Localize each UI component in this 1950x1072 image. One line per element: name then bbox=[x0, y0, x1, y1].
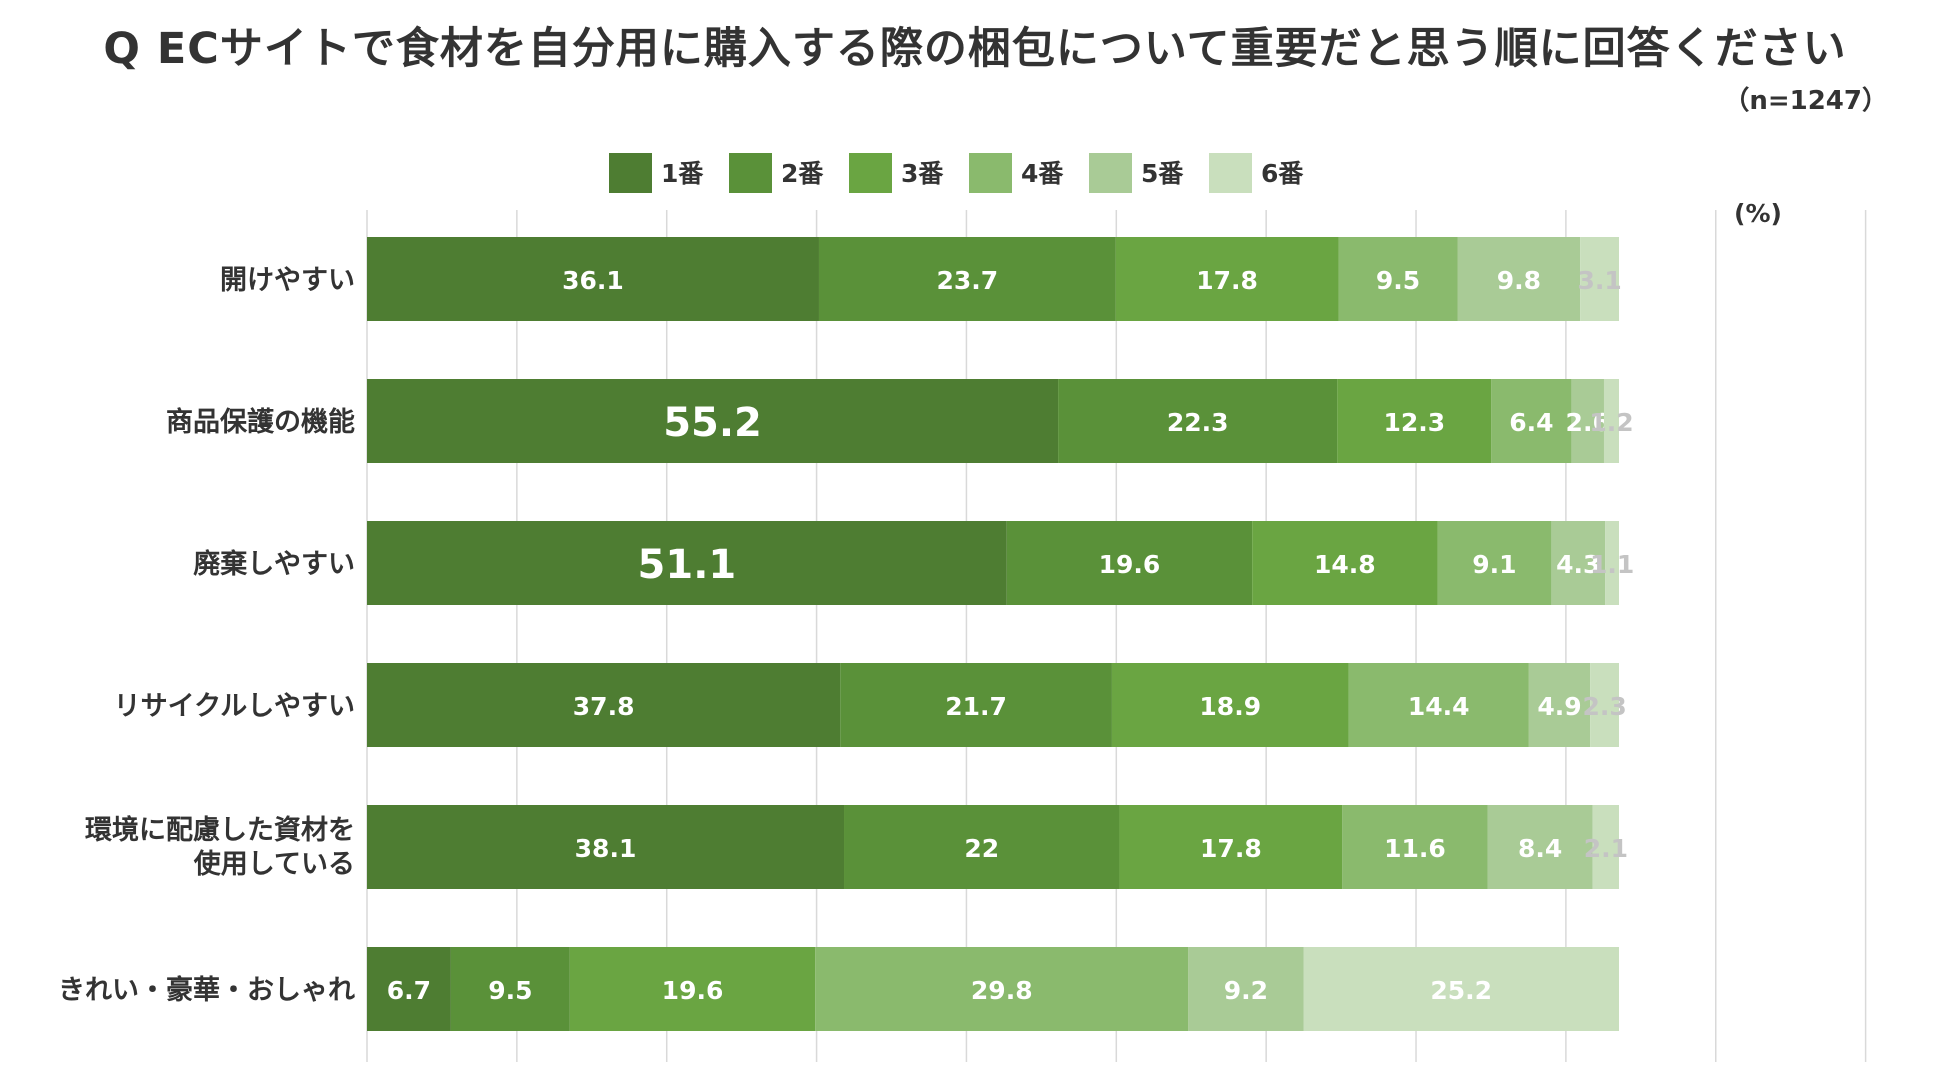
legend-swatch bbox=[729, 153, 772, 193]
bar-segment bbox=[1348, 663, 1529, 747]
bar-segment bbox=[1188, 947, 1304, 1031]
category-label: リサイクルしやすい bbox=[114, 691, 355, 722]
bar-segment bbox=[367, 379, 1059, 463]
category-label-line: 環境に配慮した資材を bbox=[85, 815, 355, 846]
bar-segment bbox=[1119, 805, 1343, 889]
data-label: 1.2 bbox=[1589, 408, 1633, 437]
data-label: 37.8 bbox=[573, 692, 635, 721]
bar-segment bbox=[840, 663, 1112, 747]
data-label: 2.3 bbox=[1582, 692, 1626, 721]
legend-swatch bbox=[849, 153, 892, 193]
data-label: 9.5 bbox=[488, 976, 532, 1005]
data-label: 8.4 bbox=[1518, 834, 1562, 863]
bar-segment bbox=[367, 521, 1007, 605]
data-label: 2.6 bbox=[1566, 408, 1610, 437]
data-label: 51.1 bbox=[638, 542, 737, 588]
legend-swatch bbox=[969, 153, 1012, 193]
data-label: 17.8 bbox=[1200, 834, 1262, 863]
bar-segment bbox=[367, 663, 841, 747]
bar-segment bbox=[1342, 805, 1488, 889]
category-label-line: 使用している bbox=[193, 849, 355, 880]
bar-segment bbox=[815, 947, 1189, 1031]
legend-label: 5番 bbox=[1141, 159, 1184, 188]
data-label: 9.8 bbox=[1497, 266, 1541, 295]
bar-segment bbox=[1252, 521, 1438, 605]
category-label: きれい・豪華・おしゃれ bbox=[58, 974, 355, 1006]
bar-segment bbox=[1491, 379, 1572, 463]
legend-label: 3番 bbox=[901, 159, 944, 188]
bar-segment bbox=[1058, 379, 1338, 463]
data-label: 11.6 bbox=[1384, 834, 1446, 863]
bar-segment bbox=[1111, 663, 1349, 747]
bar-segment bbox=[1592, 805, 1619, 889]
data-label: 19.6 bbox=[1099, 550, 1161, 579]
data-label: 18.9 bbox=[1199, 692, 1261, 721]
data-label: 9.1 bbox=[1472, 550, 1516, 579]
bar-segment bbox=[1605, 521, 1619, 605]
bar-segment bbox=[569, 947, 816, 1031]
data-label: 38.1 bbox=[575, 834, 637, 863]
legend-label: 1番 bbox=[661, 159, 704, 188]
data-label: 22 bbox=[964, 834, 999, 863]
data-label: 23.7 bbox=[936, 266, 998, 295]
bar-segment bbox=[818, 237, 1116, 321]
data-label: 29.8 bbox=[971, 976, 1033, 1005]
bar-segment bbox=[1115, 237, 1339, 321]
bar-segment bbox=[367, 947, 451, 1031]
chart-title: Q ECサイトで食材を自分用に購入する際の梱包について重要だと思う順に回答くださ… bbox=[103, 24, 1847, 74]
category-label: 廃棄しやすい bbox=[193, 548, 355, 580]
data-label: 3.1 bbox=[1577, 266, 1621, 295]
bar-segment bbox=[1487, 805, 1593, 889]
bar-segment bbox=[1303, 947, 1619, 1031]
data-label: 6.4 bbox=[1509, 408, 1553, 437]
legend-label: 4番 bbox=[1021, 159, 1064, 188]
bar-segment bbox=[367, 237, 819, 321]
data-label: 21.7 bbox=[945, 692, 1007, 721]
data-label: 4.3 bbox=[1556, 550, 1600, 579]
data-label: 12.3 bbox=[1383, 408, 1445, 437]
bar-segment bbox=[1528, 663, 1591, 747]
data-label: 2.1 bbox=[1584, 834, 1628, 863]
data-label: 1.1 bbox=[1590, 550, 1634, 579]
sample-size: （n=1247） bbox=[1723, 86, 1888, 116]
legend-swatch bbox=[1209, 153, 1252, 193]
bar-segment bbox=[1590, 663, 1619, 747]
bar-segment bbox=[1603, 379, 1619, 463]
data-label: 55.2 bbox=[663, 400, 762, 446]
data-label: 17.8 bbox=[1196, 266, 1258, 295]
bar-segment bbox=[1337, 379, 1492, 463]
category-label: 商品保護の機能 bbox=[166, 406, 355, 438]
bar-segment bbox=[367, 805, 845, 889]
data-label: 19.6 bbox=[662, 976, 724, 1005]
legend-swatch bbox=[1089, 153, 1132, 193]
data-label: 4.9 bbox=[1537, 692, 1581, 721]
data-label: 36.1 bbox=[562, 266, 624, 295]
data-label: 9.5 bbox=[1376, 266, 1420, 295]
bar-segment bbox=[1551, 521, 1606, 605]
data-label: 14.8 bbox=[1314, 550, 1376, 579]
unit-label: (%) bbox=[1734, 199, 1782, 228]
bar-segment bbox=[1338, 237, 1458, 321]
legend-swatch bbox=[609, 153, 652, 193]
data-label: 9.2 bbox=[1224, 976, 1268, 1005]
data-label: 14.4 bbox=[1408, 692, 1470, 721]
bar-segment bbox=[1006, 521, 1253, 605]
bar-segment bbox=[1571, 379, 1604, 463]
bar-segment bbox=[450, 947, 570, 1031]
data-label: 25.2 bbox=[1430, 976, 1492, 1005]
bar-segment bbox=[844, 805, 1120, 889]
bar-segment bbox=[1437, 521, 1552, 605]
data-label: 22.3 bbox=[1167, 408, 1229, 437]
category-label: 環境に配慮した資材を使用している bbox=[85, 815, 355, 880]
category-label: 開けやすい bbox=[220, 265, 355, 296]
bar-segment bbox=[1457, 237, 1581, 321]
bar-segment bbox=[1580, 237, 1619, 321]
legend-label: 6番 bbox=[1261, 159, 1304, 188]
data-label: 6.7 bbox=[387, 976, 431, 1005]
legend-label: 2番 bbox=[781, 159, 824, 188]
